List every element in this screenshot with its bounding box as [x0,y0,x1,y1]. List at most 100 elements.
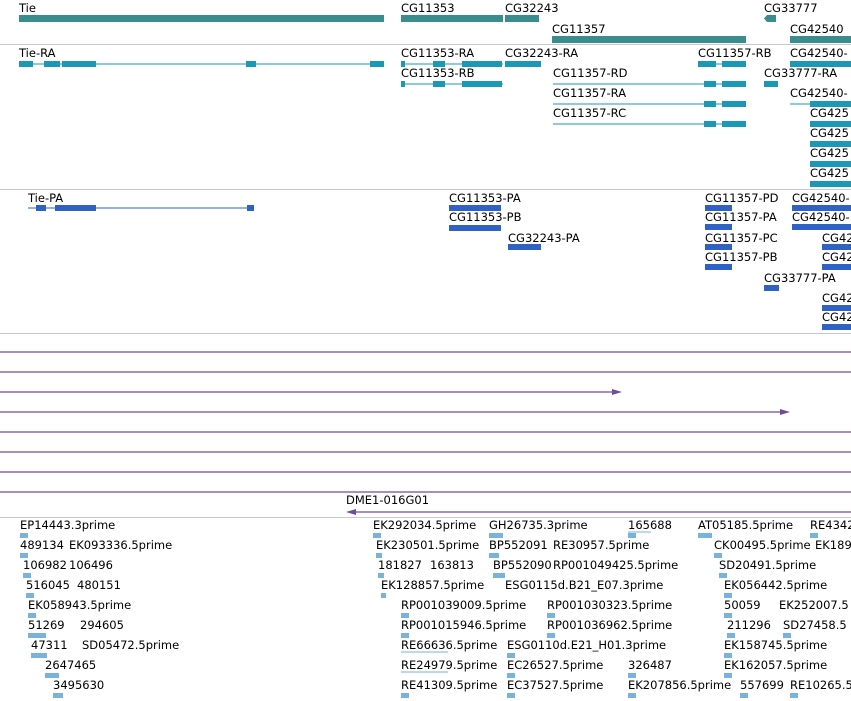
protein-glyph[interactable] [247,205,254,211]
exon[interactable] [704,101,716,107]
gene-glyph[interactable] [401,15,503,22]
gene-glyph[interactable] [19,15,384,22]
est-glyph[interactable] [489,553,499,558]
protein-glyph[interactable] [822,244,851,250]
protein-glyph[interactable] [822,324,851,330]
gene-glyph[interactable] [790,36,851,43]
protein-glyph[interactable] [822,305,851,311]
protein-glyph[interactable] [705,224,732,230]
exon[interactable] [764,81,778,87]
est-glyph[interactable] [381,593,386,598]
exon[interactable] [433,81,445,87]
exon[interactable] [505,61,541,67]
est-glyph[interactable] [376,553,382,558]
alignment-track: DME1-016G01 [0,334,851,517]
est-label: EK158745.5prime [724,638,828,652]
est-glyph[interactable] [698,533,712,538]
exon[interactable] [810,121,851,127]
exon[interactable] [401,81,405,87]
protein-glyph[interactable] [449,205,501,211]
est-glyph[interactable] [20,553,28,558]
protein-glyph[interactable] [705,244,732,250]
est-glyph[interactable] [507,653,515,658]
est-glyph[interactable] [26,593,34,598]
est-glyph[interactable] [790,693,798,698]
est-glyph[interactable] [20,533,28,538]
transcript-label: CG11357-RD [553,66,628,80]
est-label: EK093336.5prime [69,538,173,552]
gene-glyphs [19,15,851,43]
est-glyph[interactable] [401,633,409,638]
exon[interactable] [810,181,851,187]
est-glyph[interactable] [628,693,636,698]
est-label: EK230501.5prime [376,538,480,552]
exon[interactable] [462,81,502,87]
est-glyph[interactable] [547,633,555,638]
gene-glyph[interactable] [552,36,746,43]
exon[interactable] [722,101,746,107]
protein-label: CG32243-PA [508,231,580,245]
protein-glyph[interactable] [55,205,96,211]
est-glyph[interactable] [783,633,791,638]
exon[interactable] [810,101,851,107]
protein-glyph[interactable] [36,205,46,211]
est-glyph[interactable] [724,673,732,678]
exon[interactable] [246,61,256,67]
est-glyph[interactable] [401,613,409,618]
exon[interactable] [462,61,502,67]
protein-glyph[interactable] [764,285,779,291]
est-glyph[interactable] [489,533,503,538]
est-glyph[interactable] [507,693,515,698]
gene-glyph[interactable] [478,15,503,22]
protein-glyph[interactable] [822,264,851,270]
exon[interactable] [722,81,746,87]
est-glyph[interactable] [493,573,505,578]
est-glyph[interactable] [628,533,636,538]
exon[interactable] [810,161,851,167]
exon[interactable] [433,61,445,67]
gene-glyph[interactable] [764,15,776,22]
exon[interactable] [722,121,746,127]
exon[interactable] [44,61,60,67]
protein-glyph[interactable] [508,244,541,250]
protein-glyph[interactable] [705,205,732,211]
est-glyph[interactable] [719,573,727,578]
est-glyph[interactable] [28,613,36,618]
est-glyph[interactable] [727,633,735,638]
exon[interactable] [704,81,716,87]
exon[interactable] [722,61,746,67]
exon[interactable] [704,121,716,127]
protein-glyph[interactable] [449,225,501,231]
est-glyph[interactable] [31,653,47,658]
exon[interactable] [401,61,405,67]
est-glyph[interactable] [23,573,31,578]
est-glyph[interactable] [378,573,384,578]
exon[interactable] [810,141,851,147]
est-glyph[interactable] [507,673,515,678]
exon[interactable] [19,61,33,67]
gene-glyph[interactable] [505,15,539,22]
protein-glyph[interactable] [792,205,851,211]
est-glyph[interactable] [401,693,409,698]
est-glyph[interactable] [724,653,732,658]
est-glyph[interactable] [547,613,555,618]
est-glyph[interactable] [724,593,732,598]
est-glyph[interactable] [714,553,722,558]
est-glyph[interactable] [373,533,381,538]
exon[interactable] [790,61,851,67]
est-glyph[interactable] [724,613,732,618]
est-glyph[interactable] [45,673,59,678]
protein-glyph[interactable] [792,224,851,230]
exon[interactable] [698,61,716,67]
est-label: 2647465 [45,658,97,672]
exon[interactable] [370,61,384,67]
est-glyph[interactable] [628,673,636,678]
est-glyph[interactable] [810,533,818,538]
exon[interactable] [62,61,96,67]
protein-glyph[interactable] [705,264,732,270]
est-glyph[interactable] [53,693,63,698]
est-glyph[interactable] [740,693,748,698]
est-label: RE10265.5 [790,678,851,692]
transcript-label: Tie-RA [19,46,56,60]
est-glyph[interactable] [28,633,46,638]
